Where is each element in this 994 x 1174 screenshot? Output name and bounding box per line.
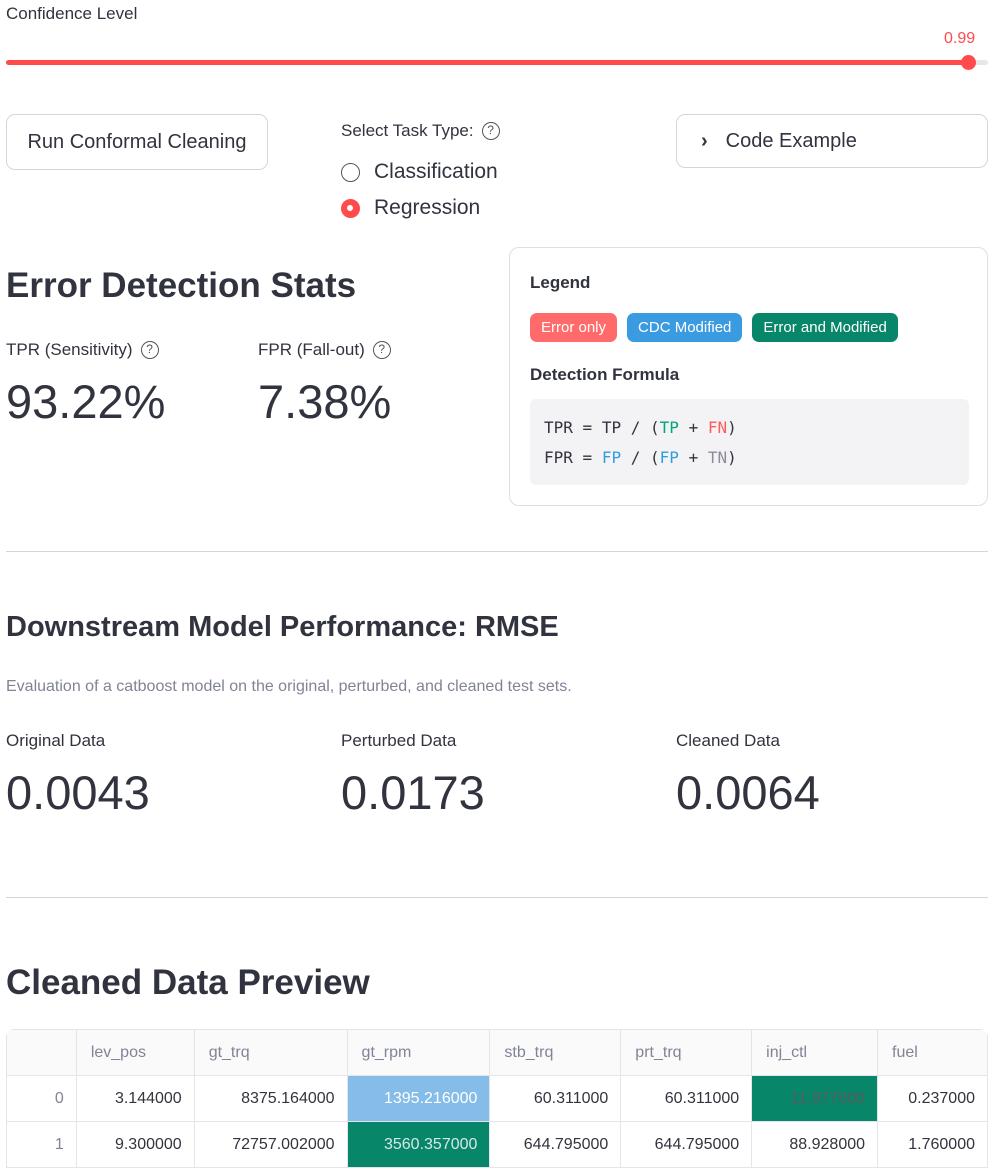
metric-cleaned-value: 0.0064 [676, 766, 820, 819]
table-header-row: lev_pos gt_trq gt_rpm stb_trq prt_trq in… [6, 1029, 988, 1076]
radio-label: Regression [374, 196, 481, 219]
table-cell[interactable]: 0.237000 [877, 1075, 988, 1122]
table-cell[interactable]: 644.795000 [489, 1121, 622, 1168]
column-header[interactable]: gt_trq [193, 1029, 348, 1076]
table-cell-error-and-modified[interactable]: 3560.357000 [346, 1121, 491, 1168]
metric-cleaned-label: Cleaned Data [676, 731, 780, 750]
metric-perturbed-value: 0.0173 [341, 766, 485, 819]
formula-token: = [582, 448, 593, 467]
stats-title: Error Detection Stats [6, 266, 357, 305]
row-index: 0 [6, 1075, 77, 1122]
help-icon[interactable]: ? [372, 341, 391, 359]
fpr-formula: FPR = FP / (FP + TN) [544, 443, 955, 473]
radio-circle[interactable] [341, 162, 360, 182]
formula-token: FP [659, 448, 679, 467]
downstream-caption: Evaluation of a catboost model on the or… [6, 678, 572, 695]
formula-token: = [582, 418, 593, 437]
metric-original-value: 0.0043 [6, 766, 150, 819]
table-cell-cdc-modified[interactable]: 1395.216000 [346, 1075, 491, 1122]
column-header[interactable] [6, 1029, 77, 1076]
run-conformal-cleaning-button[interactable]: Run Conformal Cleaning [6, 114, 268, 170]
table-cell[interactable]: 1.760000 [877, 1121, 988, 1168]
tpr-value: 93.22% [6, 375, 166, 428]
table-cell[interactable]: 88.928000 [751, 1121, 879, 1168]
code-example-expander[interactable]: › Code Example [676, 114, 988, 168]
formula-token: ) [727, 448, 737, 467]
formula-token: / [630, 448, 641, 467]
confidence-slider[interactable] [6, 55, 988, 70]
data-preview-table[interactable]: lev_pos gt_trq gt_rpm stb_trq prt_trq in… [6, 1029, 988, 1168]
fpr-label-text: FPR (Fall-out) [258, 340, 365, 359]
table-row: 0 3.144000 8375.164000 1395.216000 60.31… [6, 1075, 988, 1122]
radio-circle[interactable] [341, 198, 360, 218]
table-row: 1 9.300000 72757.002000 3560.357000 644.… [6, 1121, 988, 1168]
column-header[interactable]: stb_trq [489, 1029, 622, 1076]
table-cell[interactable]: 60.311000 [489, 1075, 622, 1122]
formula-title: Detection Formula [530, 365, 680, 384]
run-button-label: Run Conformal Cleaning [27, 130, 247, 153]
column-header[interactable]: lev_pos [75, 1029, 195, 1076]
formula-token: FN [707, 418, 728, 437]
table-cell[interactable]: 60.311000 [620, 1075, 753, 1122]
formula-token: ) [727, 418, 737, 437]
formula-token: ( [650, 448, 660, 467]
table-cell[interactable]: 3.144000 [75, 1075, 195, 1122]
slider-label: Confidence Level [6, 4, 138, 23]
task-type-label-text: Select Task Type: [341, 121, 474, 140]
formula-token: TPR [544, 418, 573, 437]
task-type-label: Select Task Type: ? [341, 121, 500, 141]
metric-perturbed-label: Perturbed Data [341, 731, 457, 750]
legend-title: Legend [530, 273, 591, 292]
radio-classification[interactable]: Classification [341, 160, 498, 184]
preview-title: Cleaned Data Preview [6, 963, 370, 1002]
formula-token: TP [601, 418, 622, 437]
divider [6, 551, 988, 552]
table-cell[interactable]: 9.300000 [75, 1121, 195, 1168]
slider-fill [6, 60, 969, 65]
row-index: 1 [6, 1121, 77, 1168]
radio-regression[interactable]: Regression [341, 196, 480, 220]
help-icon[interactable]: ? [481, 122, 500, 140]
slider-value: 0.99 [944, 30, 976, 47]
code-example-label: Code Example [725, 129, 857, 152]
metric-original-label: Original Data [6, 731, 106, 750]
help-icon[interactable]: ? [140, 341, 159, 359]
formula-token: FPR [544, 448, 573, 467]
legend-error-only: Error only [530, 313, 618, 342]
chevron-right-icon: › [701, 129, 708, 152]
legend-error-and-modified: Error and Modified [752, 313, 898, 342]
table-cell-error-and-modified[interactable]: 11.977000 [751, 1075, 879, 1122]
fpr-label: FPR (Fall-out) ? [258, 340, 391, 360]
formula-token: + [688, 448, 699, 467]
slider-thumb[interactable] [961, 55, 977, 70]
formula-token: ( [650, 418, 660, 437]
tpr-label-text: TPR (Sensitivity) [6, 340, 133, 359]
tpr-label: TPR (Sensitivity) ? [6, 340, 159, 360]
formula-token: + [688, 418, 699, 437]
column-header[interactable]: fuel [877, 1029, 988, 1076]
formula-token: TP [659, 418, 679, 437]
legend-panel: Legend Error only CDC Modified Error and M… [509, 247, 988, 506]
legend-cdc-modified: CDC Modified [627, 313, 743, 342]
table-cell[interactable]: 72757.002000 [193, 1121, 348, 1168]
formula-token: FP [601, 448, 622, 467]
formula-token: / [630, 418, 641, 437]
tpr-formula: TPR = TP / (TP + FN) [544, 413, 955, 443]
table-cell[interactable]: 8375.164000 [193, 1075, 348, 1122]
data-preview-table-wrap[interactable]: lev_pos gt_trq gt_rpm stb_trq prt_trq in… [6, 1029, 988, 1174]
legend-items: Error only CDC Modified Error and Modified [530, 313, 908, 342]
column-header[interactable]: inj_ctl [751, 1029, 879, 1076]
formula-token: TN [707, 448, 728, 467]
table-cell[interactable]: 644.795000 [620, 1121, 753, 1168]
fpr-value: 7.38% [258, 375, 392, 428]
radio-label: Classification [374, 160, 498, 183]
column-header[interactable]: gt_rpm [346, 1029, 491, 1076]
column-header[interactable]: prt_trq [620, 1029, 753, 1076]
downstream-title: Downstream Model Performance: RMSE [6, 611, 559, 643]
divider [6, 897, 988, 898]
formula-code-block: TPR = TP / (TP + FN) FPR = FP / (FP + TN… [530, 399, 969, 485]
